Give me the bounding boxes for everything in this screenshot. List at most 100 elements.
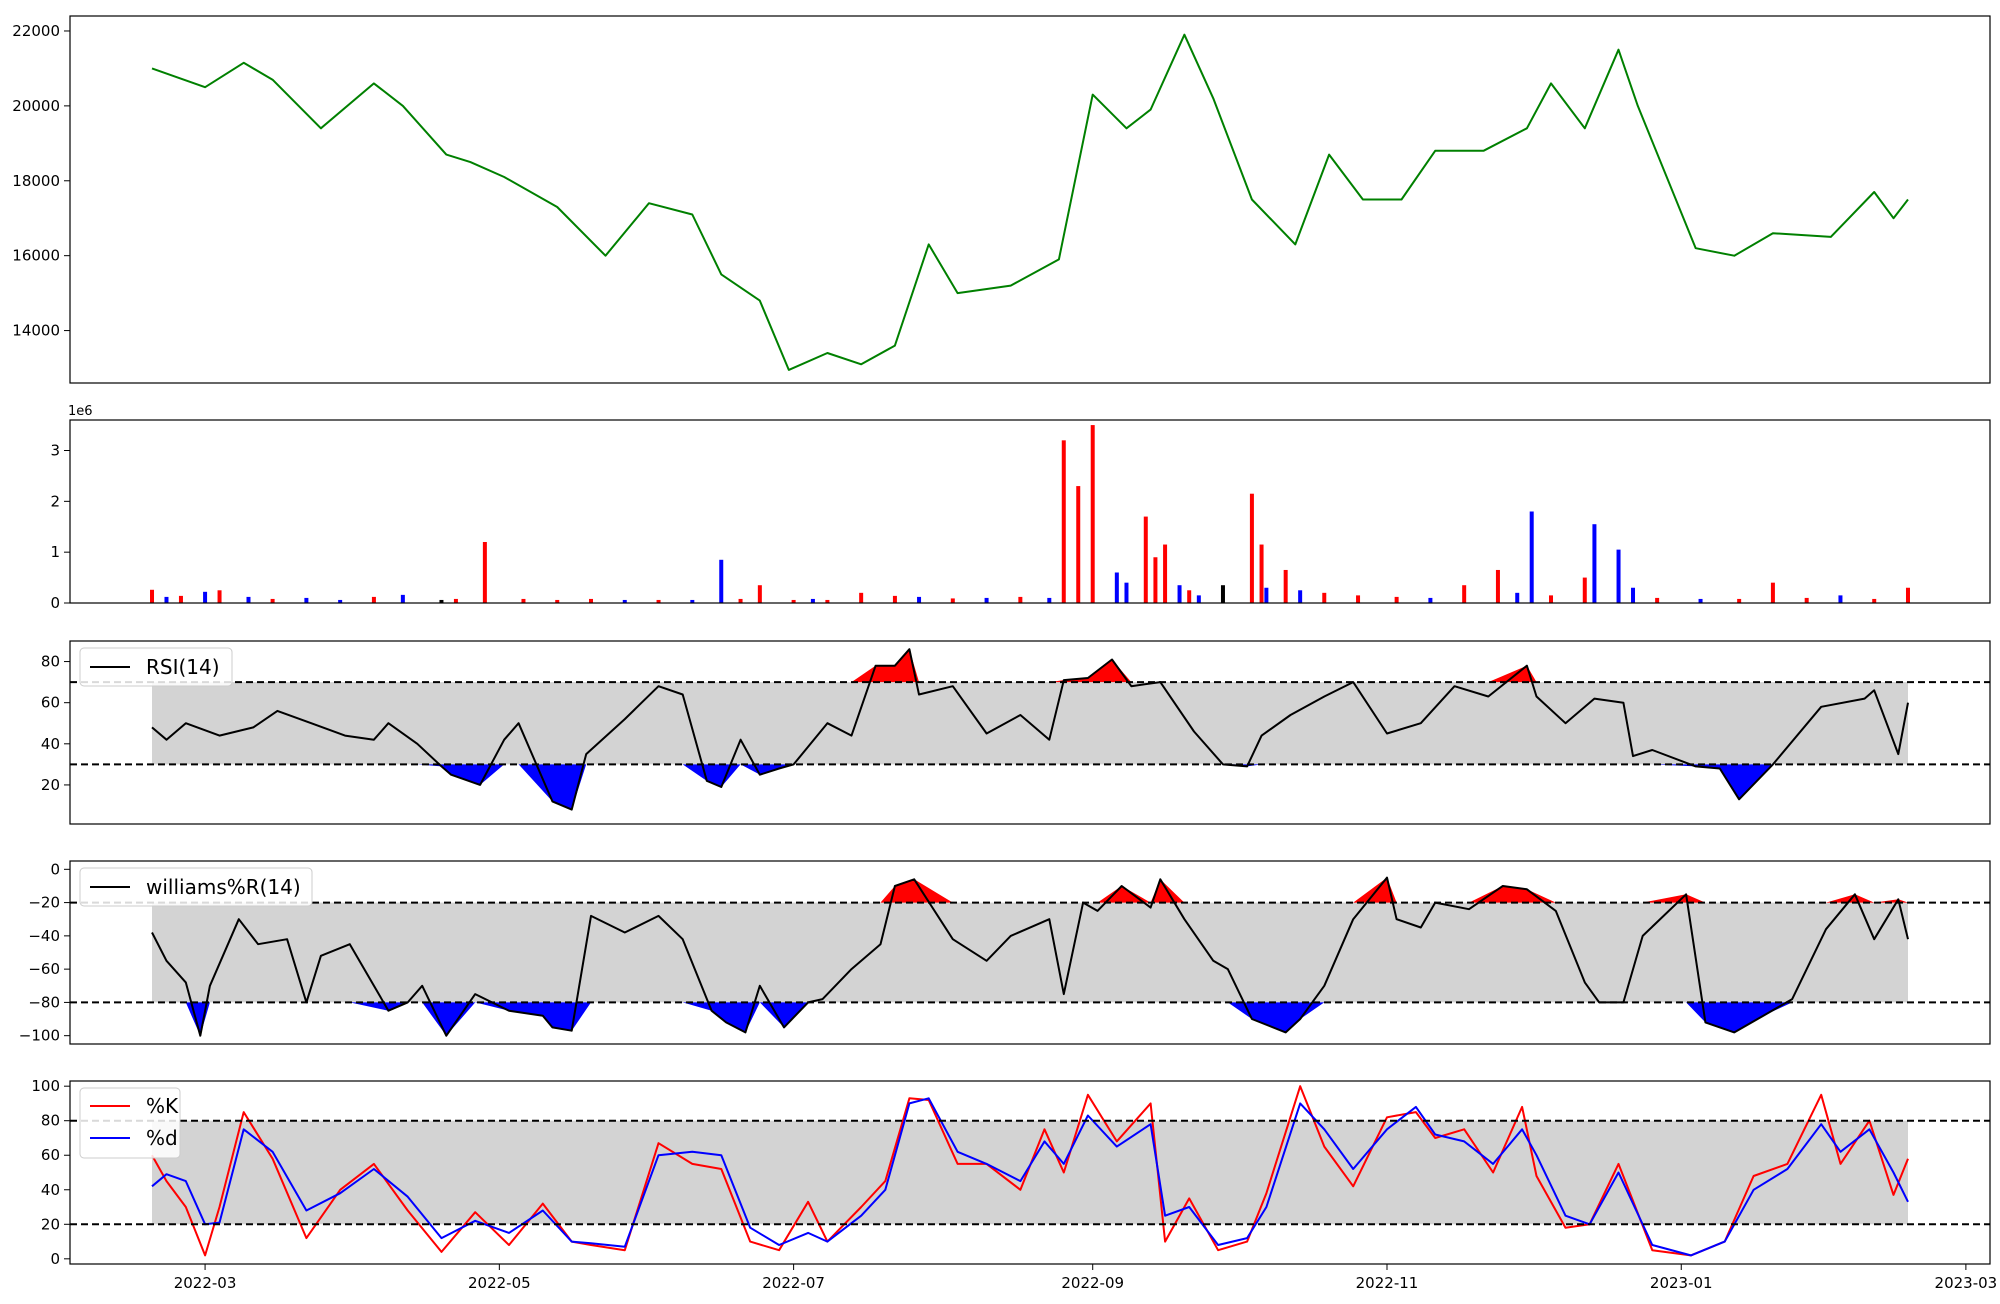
volume-bar (1905, 587, 1910, 603)
series-line-0 (151, 648, 1909, 811)
y-tick-label: 20 (41, 776, 60, 794)
y-tick-label: −20 (28, 894, 60, 912)
williams-panel: −100 −80 −60 −40 −20 0 williams%R(14) (19, 860, 1991, 1045)
volume-bar (1249, 493, 1254, 603)
volume-bar (1298, 590, 1303, 603)
rsi-panel-frame (69, 640, 1991, 825)
volume-bar (1655, 597, 1660, 603)
volume-bar (1838, 595, 1843, 603)
volume-bar (1631, 587, 1636, 603)
rsi-legend-label: RSI(14) (146, 655, 220, 679)
volume-bar (950, 598, 955, 603)
y-tick-label: −60 (28, 960, 60, 978)
volume-bar (1090, 425, 1095, 603)
x-tick-label: 2022-07 (762, 1274, 825, 1292)
volume-bar (757, 585, 762, 603)
volume-bar (150, 589, 155, 603)
y-tick-label: 60 (41, 1146, 60, 1164)
volume-bar (1737, 598, 1742, 603)
volume-bar (1124, 582, 1129, 603)
volume-bar (1394, 596, 1399, 603)
volume-offset-label: 1e6 (68, 404, 93, 419)
x-tick-label: 2022-09 (1061, 1274, 1124, 1292)
volume-bar (622, 599, 627, 603)
series-line-0 (151, 1085, 1909, 1257)
volume-bar (453, 598, 458, 603)
volume-bar (1428, 597, 1433, 603)
volume-bar (178, 595, 183, 603)
stochastic-legend: %K %d (79, 1087, 181, 1159)
volume-bar (690, 599, 695, 603)
y-tick-label: −40 (28, 927, 60, 945)
williams-panel-frame (69, 860, 1991, 1045)
volume-bar (1356, 595, 1361, 603)
volume-bar (1177, 585, 1182, 603)
volume-bar (482, 542, 487, 603)
y-tick-label: 3 (50, 442, 60, 460)
volume-bar (825, 599, 830, 603)
volume-bar (1114, 572, 1119, 603)
volume-bar (1220, 585, 1225, 603)
volume-bar (555, 599, 560, 603)
y-tick-label: 0 (50, 860, 60, 878)
volume-bar (1061, 440, 1066, 603)
williams-legend-label: williams%R(14) (146, 875, 301, 899)
volume-bar (1515, 592, 1520, 603)
y-tick-label: 14000 (12, 322, 60, 340)
volume-bar (1698, 598, 1703, 603)
y-tick-label: 60 (41, 694, 60, 712)
volume-bar (246, 596, 251, 603)
volume-bar (164, 596, 169, 603)
series-line-1 (151, 1097, 1909, 1257)
y-tick-label: 18000 (12, 172, 60, 190)
y-tick-label: 20 (41, 1215, 60, 1233)
volume-bar (1264, 587, 1269, 603)
volume-bar (371, 596, 376, 603)
volume-bar (270, 598, 275, 603)
volume-bar (1616, 549, 1621, 603)
volume-panel: 0 1 2 3 1e6 (50, 404, 1991, 612)
rsi-panel: 20 40 60 80 RSI(14) (41, 640, 1991, 825)
volume-bar (521, 598, 526, 603)
stochastic-legend-k-label: %K (146, 1094, 179, 1118)
volume-bar (656, 599, 661, 603)
volume-bar (1076, 486, 1081, 603)
reference-band (152, 1120, 1908, 1225)
x-tick-label: 2023-03 (1935, 1274, 1998, 1292)
x-tick-label: 2022-11 (1356, 1274, 1419, 1292)
volume-panel-frame (69, 419, 1991, 604)
y-tick-label: −80 (28, 993, 60, 1011)
volume-bar (1592, 524, 1597, 603)
stochastic-legend-d-label: %d (146, 1126, 178, 1150)
rsi-legend-box (79, 647, 233, 687)
y-tick-label: 16000 (12, 247, 60, 265)
volume-bar (1187, 590, 1192, 603)
stochastic-panel: 0 20 40 60 80 100 2022-03 2022-05 2022-07 2022-0… (31, 1077, 1997, 1292)
y-tick-label: 0 (50, 1250, 60, 1268)
volume-bar (738, 598, 743, 603)
volume-bar (1872, 598, 1877, 603)
volume-bar (1770, 582, 1775, 603)
x-tick-label: 2023-01 (1650, 1274, 1713, 1292)
y-tick-label: 22000 (12, 22, 60, 40)
volume-bar (1582, 577, 1587, 603)
y-tick-label: 20000 (12, 97, 60, 115)
y-tick-label: −100 (19, 1027, 60, 1045)
volume-bar (203, 591, 208, 603)
y-tick-label: 80 (41, 1112, 60, 1130)
volume-bar (791, 599, 796, 603)
y-tick-label: 1 (50, 543, 60, 561)
williams-legend-box (79, 867, 313, 907)
x-tick-label: 2022-03 (174, 1274, 237, 1292)
stochastic-panel-frame (69, 1080, 1991, 1265)
volume-bar (1495, 569, 1500, 603)
y-tick-label: 2 (50, 492, 60, 510)
volume-bar (1143, 516, 1148, 603)
volume-bar (1259, 544, 1264, 603)
oversold-fill (152, 764, 1908, 810)
x-tick-label: 2022-05 (468, 1274, 531, 1292)
volume-bar (719, 559, 724, 603)
volume-bar (1322, 592, 1327, 603)
volume-bar (1018, 596, 1023, 603)
